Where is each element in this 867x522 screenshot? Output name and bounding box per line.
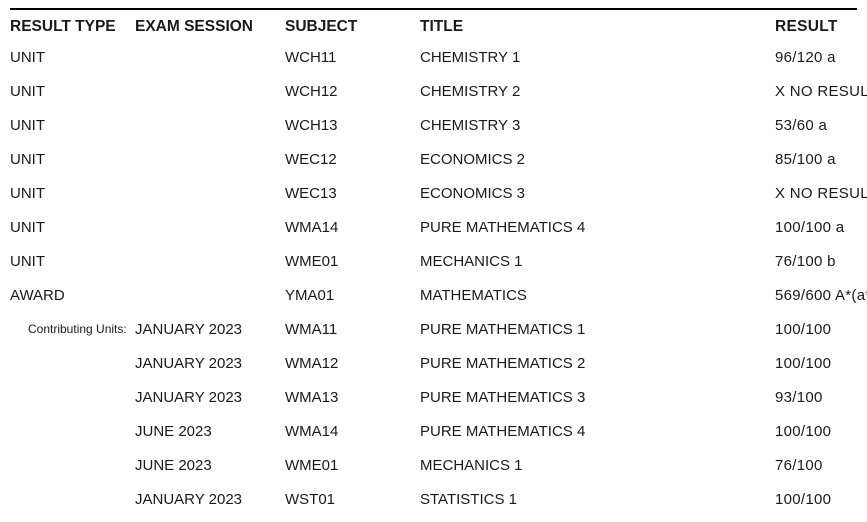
cell-exam-session: JANUARY 2023 bbox=[135, 489, 285, 510]
cell-subject: WMA14 bbox=[285, 421, 420, 442]
contributing-row: Contributing Units:JANUARY 2023WMA11PURE… bbox=[10, 312, 857, 346]
cell-result: 76/100 b bbox=[775, 251, 857, 272]
cell-exam-session: JUNE 2023 bbox=[135, 455, 285, 476]
cell-result: X NO RESULT bbox=[775, 81, 867, 102]
cell-result: 100/100 bbox=[775, 319, 857, 340]
header-exam-session: EXAM SESSION bbox=[135, 12, 285, 38]
cell-result: 96/120 a bbox=[775, 47, 857, 68]
cell-exam-session bbox=[135, 55, 285, 59]
contributing-row: JUNE 2023WME01MECHANICS 176/100 bbox=[10, 448, 857, 482]
cell-title: PURE MATHEMATICS 1 bbox=[420, 319, 775, 340]
header-result-type: RESULT TYPE bbox=[10, 12, 135, 38]
cell-result-type: UNIT bbox=[10, 81, 135, 102]
cell-title: MATHEMATICS bbox=[420, 285, 775, 306]
contributing-row: JUNE 2023WMA14PURE MATHEMATICS 4100/100 bbox=[10, 414, 857, 448]
cell-result: 100/100 a bbox=[775, 217, 857, 238]
cell-title: ECONOMICS 2 bbox=[420, 149, 775, 170]
table-row: UNIT WCH11CHEMISTRY 196/120 a bbox=[10, 40, 857, 74]
cell-title: PURE MATHEMATICS 2 bbox=[420, 353, 775, 374]
header-result: RESULT bbox=[775, 12, 857, 38]
cell-result: 85/100 a bbox=[775, 149, 857, 170]
contributing-label: Contributing Units: bbox=[10, 320, 135, 338]
cell-subject: WCH12 bbox=[285, 81, 420, 102]
table-row: AWARDYMA01MATHEMATICS569/600 A*(a*) bbox=[10, 278, 857, 312]
cell-subject: WMA13 bbox=[285, 387, 420, 408]
contributing-row: JANUARY 2023WMA12PURE MATHEMATICS 2100/1… bbox=[10, 346, 857, 380]
cell-subject: WEC13 bbox=[285, 183, 420, 204]
cell-title: STATISTICS 1 bbox=[420, 489, 775, 510]
contributing-row: JANUARY 2023WST01STATISTICS 1100/100 bbox=[10, 482, 857, 516]
cell-result: 100/100 bbox=[775, 421, 857, 442]
cell-title: CHEMISTRY 1 bbox=[420, 47, 775, 68]
cell-result: 569/600 A*(a*) bbox=[775, 285, 867, 306]
cell-subject: WMA14 bbox=[285, 217, 420, 238]
cell-subject: WME01 bbox=[285, 251, 420, 272]
cell-exam-session: JANUARY 2023 bbox=[135, 319, 285, 340]
cell-subject: WCH13 bbox=[285, 115, 420, 136]
cell-title: PURE MATHEMATICS 4 bbox=[420, 421, 775, 442]
contributing-label bbox=[10, 361, 135, 365]
cell-subject: YMA01 bbox=[285, 285, 420, 306]
cell-exam-session bbox=[135, 89, 285, 93]
cell-subject: WEC12 bbox=[285, 149, 420, 170]
header-title: TITLE bbox=[420, 12, 775, 38]
cell-title: MECHANICS 1 bbox=[420, 251, 775, 272]
header-row: RESULT TYPE EXAM SESSION SUBJECT TITLE R… bbox=[10, 8, 857, 40]
cell-title: CHEMISTRY 2 bbox=[420, 81, 775, 102]
cell-exam-session bbox=[135, 259, 285, 263]
table-row: UNIT WCH13CHEMISTRY 353/60 a bbox=[10, 108, 857, 142]
cell-result: 100/100 bbox=[775, 489, 857, 510]
cell-exam-session bbox=[135, 123, 285, 127]
table-row: UNITWEC13ECONOMICS 3X NO RESULT bbox=[10, 176, 857, 210]
table-row: UNIT WME01MECHANICS 176/100 b bbox=[10, 244, 857, 278]
cell-exam-session: JANUARY 2023 bbox=[135, 353, 285, 374]
table-row: UNIT WMA14PURE MATHEMATICS 4100/100 a bbox=[10, 210, 857, 244]
table-row: UNIT WEC12ECONOMICS 285/100 a bbox=[10, 142, 857, 176]
cell-title: PURE MATHEMATICS 4 bbox=[420, 217, 775, 238]
contributing-label bbox=[10, 429, 135, 433]
cell-title: MECHANICS 1 bbox=[420, 455, 775, 476]
cell-result-type: UNIT bbox=[10, 183, 135, 204]
cell-result-type: UNIT bbox=[10, 251, 135, 272]
table-row: UNITWCH12CHEMISTRY 2X NO RESULT bbox=[10, 74, 857, 108]
cell-title: CHEMISTRY 3 bbox=[420, 115, 775, 136]
cell-result: 53/60 a bbox=[775, 115, 857, 136]
cell-exam-session: JANUARY 2023 bbox=[135, 387, 285, 408]
cell-result: 100/100 bbox=[775, 353, 857, 374]
cell-result-type: UNIT bbox=[10, 115, 135, 136]
header-subject: SUBJECT bbox=[285, 12, 420, 38]
cell-result-type: UNIT bbox=[10, 217, 135, 238]
cell-exam-session bbox=[135, 191, 285, 195]
results-table: RESULT TYPE EXAM SESSION SUBJECT TITLE R… bbox=[10, 8, 857, 516]
cell-result: 93/100 bbox=[775, 387, 857, 408]
contributing-row: JANUARY 2023WMA13PURE MATHEMATICS 393/10… bbox=[10, 380, 857, 414]
cell-result-type: AWARD bbox=[10, 285, 135, 306]
cell-subject: WMA12 bbox=[285, 353, 420, 374]
contributing-label bbox=[10, 395, 135, 399]
cell-title: ECONOMICS 3 bbox=[420, 183, 775, 204]
cell-result-type: UNIT bbox=[10, 149, 135, 170]
cell-result: X NO RESULT bbox=[775, 183, 867, 204]
cell-exam-session: JUNE 2023 bbox=[135, 421, 285, 442]
cell-exam-session bbox=[135, 293, 285, 297]
cell-subject: WCH11 bbox=[285, 47, 420, 68]
cell-subject: WMA11 bbox=[285, 319, 420, 340]
cell-exam-session bbox=[135, 225, 285, 229]
cell-title: PURE MATHEMATICS 3 bbox=[420, 387, 775, 408]
cell-exam-session bbox=[135, 157, 285, 161]
contributing-label bbox=[10, 463, 135, 467]
cell-result-type: UNIT bbox=[10, 47, 135, 68]
contributing-label bbox=[10, 497, 135, 501]
cell-subject: WST01 bbox=[285, 489, 420, 510]
cell-result: 76/100 bbox=[775, 455, 857, 476]
cell-subject: WME01 bbox=[285, 455, 420, 476]
